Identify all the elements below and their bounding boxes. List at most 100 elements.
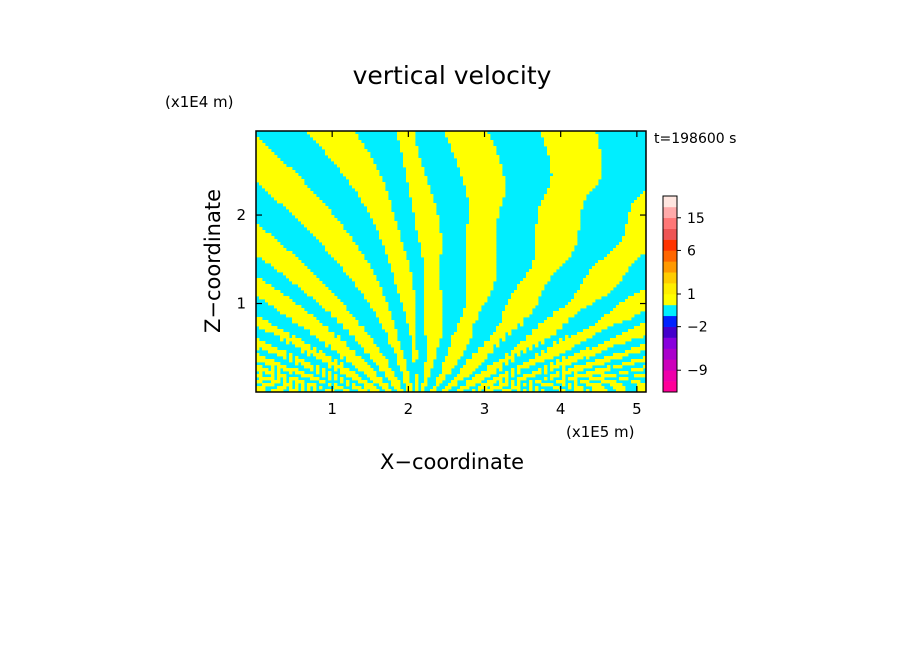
positive-velocity-region [544,197,587,201]
positive-velocity-region [313,296,338,300]
positive-velocity-region [256,230,266,234]
positive-velocity-region [334,368,338,372]
positive-velocity-region [466,254,497,258]
positive-velocity-region [325,152,371,156]
positive-velocity-region [352,383,356,387]
positive-velocity-region [337,164,377,168]
positive-velocity-region [511,368,515,372]
positive-velocity-region [277,200,323,204]
positive-velocity-region [502,338,506,342]
positive-velocity-region [538,218,581,222]
positive-velocity-region [352,377,362,381]
positive-velocity-region [562,374,566,378]
positive-velocity-region [535,242,578,246]
positive-velocity-region [289,371,293,375]
positive-velocity-region [550,185,596,189]
positive-velocity-region [409,332,416,336]
positive-velocity-region [340,377,344,381]
positive-velocity-region [622,362,635,366]
colorbar: 15 6 1 −2 −9 [662,195,708,393]
positive-velocity-region [295,383,299,387]
positive-velocity-region [316,368,320,372]
positive-velocity-region [601,317,632,321]
positive-velocity-region [295,380,305,384]
positive-velocity-region [355,335,371,339]
positive-velocity-region [334,161,374,165]
positive-velocity-region [466,239,497,243]
positive-velocity-region [448,353,464,357]
positive-velocity-region [445,134,491,138]
positive-velocity-region [310,332,335,336]
positive-velocity-region [415,221,440,225]
positive-velocity-region [292,341,305,345]
positive-velocity-region [610,338,632,342]
x-tick-label: 3 [480,400,490,418]
positive-velocity-region [625,299,646,303]
positive-velocity-region [535,248,575,252]
positive-velocity-region [496,329,512,333]
positive-velocity-region [385,248,404,252]
positive-velocity-region [490,335,506,339]
positive-velocity-region [346,272,374,276]
positive-velocity-region [580,350,602,354]
positive-velocity-region [466,236,497,240]
positive-velocity-region [283,377,287,381]
positive-velocity-region [424,284,440,288]
positive-velocity-region [631,380,641,384]
positive-velocity-region [424,257,440,261]
positive-velocity-region [421,242,443,246]
positive-velocity-region [421,389,425,392]
positive-velocity-region [502,320,524,324]
positive-velocity-region [526,338,545,342]
positive-velocity-region [424,299,443,303]
positive-velocity-region [409,188,431,192]
positive-velocity-region [517,353,521,357]
positive-velocity-region [424,296,443,300]
positive-velocity-region [310,368,314,372]
positive-velocity-region [583,281,620,285]
positive-velocity-region [466,296,488,300]
positive-velocity-region [343,323,359,327]
positive-velocity-region [388,332,398,336]
positive-velocity-region [427,353,437,357]
positive-velocity-region [412,200,434,204]
positive-velocity-region [289,377,299,381]
positive-velocity-region [595,359,611,363]
x-axis-label: X−coordinate [380,450,524,474]
positive-velocity-region [334,383,338,387]
positive-velocity-region [481,383,494,387]
positive-velocity-region [562,365,566,369]
positive-velocity-region [388,254,407,258]
positive-velocity-region [490,386,503,390]
positive-velocity-region [469,200,503,204]
positive-velocity-region [580,284,617,288]
positive-velocity-region [412,353,419,357]
positive-velocity-region [466,188,506,192]
x-tick-label: 1 [327,400,337,418]
positive-velocity-region [466,263,497,267]
positive-velocity-region [532,329,557,333]
positive-velocity-region [511,383,515,387]
positive-velocity-region [397,287,413,291]
positive-velocity-region [505,377,509,381]
positive-velocity-region [499,380,503,384]
positive-velocity-region [364,371,377,375]
positive-velocity-region [406,173,425,177]
positive-velocity-region [616,335,644,339]
positive-velocity-region [391,266,410,270]
positive-velocity-region [385,251,407,255]
positive-velocity-region [466,248,497,252]
positive-velocity-region [454,155,500,159]
positive-velocity-region [541,353,560,357]
positive-velocity-region [307,353,311,357]
positive-velocity-region [289,389,299,392]
positive-velocity-region [415,386,419,390]
positive-velocity-region [529,380,533,384]
positive-velocity-region [256,158,281,162]
positive-velocity-region [307,383,317,387]
positive-velocity-region [358,191,389,195]
positive-velocity-region [256,146,269,150]
positive-velocity-region [400,140,416,144]
positive-velocity-region [304,224,344,228]
positive-velocity-region [376,362,389,366]
